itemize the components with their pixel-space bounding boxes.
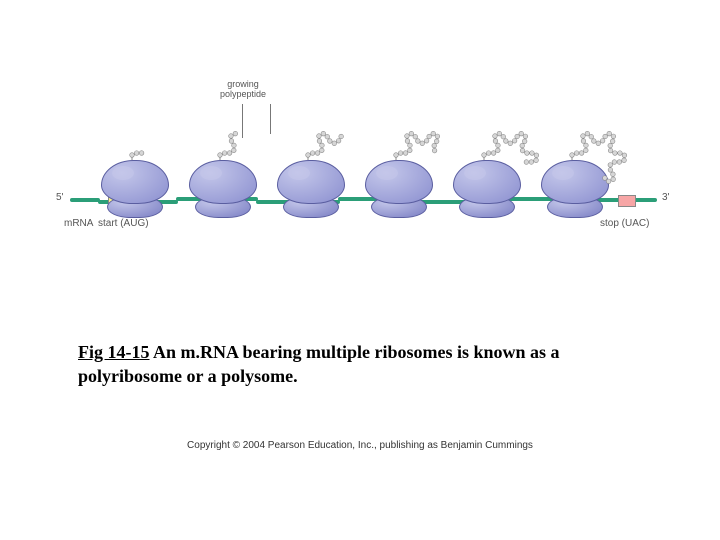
mrna-label: mRNA (64, 218, 93, 229)
start-codon-label: start (AUG) (98, 218, 149, 229)
figure-number: Fig 14-15 (78, 342, 150, 362)
stop-codon-label: stop (UAC) (600, 218, 649, 229)
polyribosome-diagram: 5'3'mRNAstart (AUG)stop (UAC)growingpoly… (70, 110, 655, 260)
mrna-strand (70, 198, 100, 202)
figure-text: An m.RNA bearing multiple ribosomes is k… (78, 342, 560, 386)
five-prime-label: 5' (56, 192, 63, 203)
copyright-text: Copyright © 2004 Pearson Education, Inc.… (0, 440, 720, 451)
polypeptide-chain (562, 88, 682, 208)
figure-caption: Fig 14-15 An m.RNA bearing multiple ribo… (78, 340, 638, 389)
